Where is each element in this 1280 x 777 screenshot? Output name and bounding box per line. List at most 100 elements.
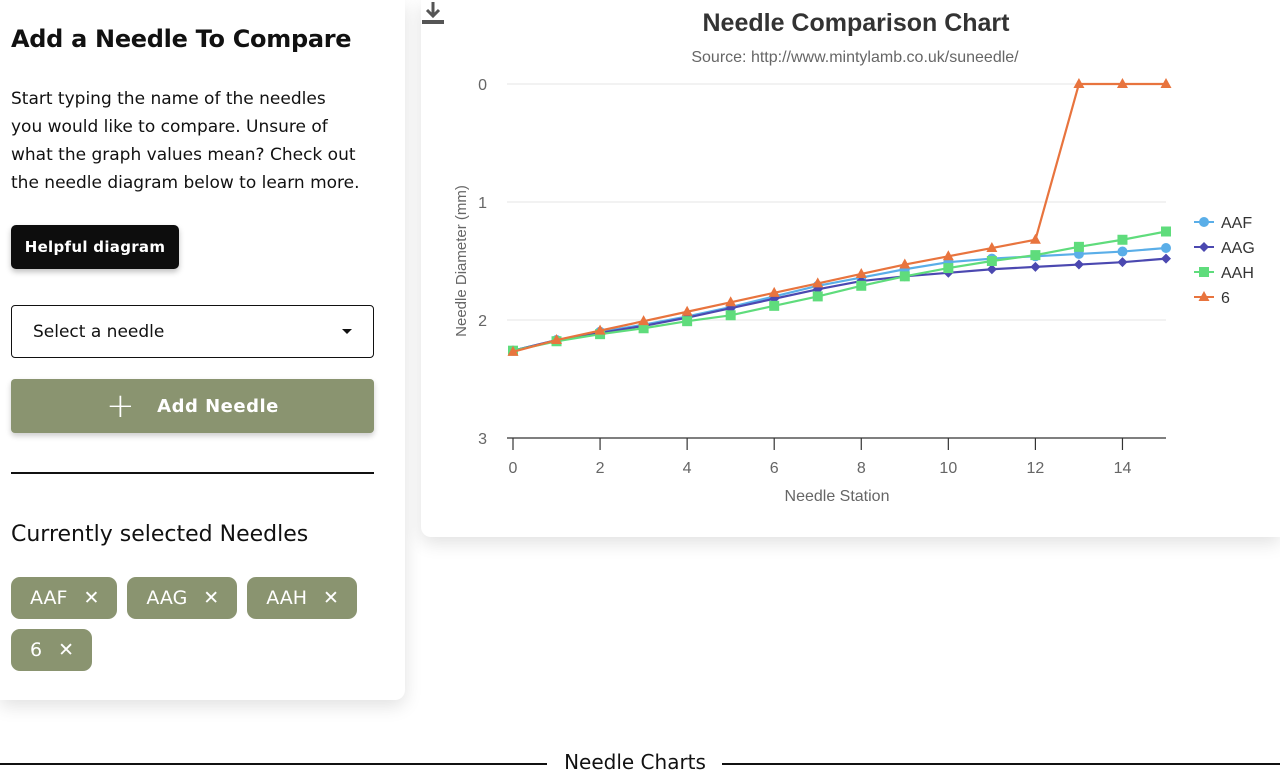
- y-tick-label: 3: [478, 431, 487, 448]
- data-point: [1030, 261, 1041, 272]
- download-icon[interactable]: [421, 0, 445, 26]
- series-AAH: [508, 226, 1171, 356]
- data-point: [1117, 257, 1128, 268]
- series-line: [512, 230, 1167, 352]
- legend-label: AAH: [1221, 265, 1254, 282]
- data-point: [681, 305, 693, 316]
- data-point: [725, 296, 737, 307]
- x-tick-label: 4: [683, 460, 692, 477]
- series-line: [512, 257, 1167, 352]
- selected-needles-title: Currently selected Needles: [11, 522, 309, 547]
- chart-card: Needle Comparison Chart Source: http://w…: [421, 0, 1280, 537]
- legend-marker: [1199, 242, 1209, 252]
- needle-chip: AAH ✕: [247, 577, 357, 619]
- data-point: [1117, 234, 1128, 245]
- data-point: [594, 324, 606, 335]
- data-point: [1073, 259, 1084, 270]
- data-point: [638, 315, 650, 326]
- needle-chip-label: AAG: [146, 587, 188, 609]
- legend-item: AAH: [1194, 265, 1254, 282]
- close-icon[interactable]: ✕: [83, 587, 100, 609]
- legend-marker: [1199, 217, 1209, 227]
- needle-chip: 6 ✕: [11, 629, 93, 671]
- needle-chip-label: AAH: [266, 587, 308, 609]
- needle-select-value: Select a needle: [33, 321, 165, 342]
- data-point: [942, 250, 954, 261]
- close-icon[interactable]: ✕: [203, 587, 220, 609]
- x-tick-label: 12: [1027, 460, 1045, 477]
- data-point: [682, 316, 693, 327]
- selected-needles-list: AAF ✕ AAG ✕ AAH ✕ 6 ✕: [11, 577, 391, 671]
- needle-charts-heading: Needle Charts: [564, 750, 706, 774]
- needle-chip-label: AAF: [30, 587, 68, 609]
- data-point: [638, 323, 649, 334]
- add-needle-label: Add Needle: [157, 395, 279, 417]
- caret-down-icon: [342, 329, 352, 334]
- legend-label: AAF: [1221, 215, 1252, 232]
- data-point: [1030, 250, 1041, 261]
- y-tick-label: 2: [478, 313, 487, 330]
- legend-item: AAF: [1194, 215, 1252, 232]
- data-point: [1117, 246, 1128, 257]
- needle-chip: AAG ✕: [127, 577, 238, 619]
- series-line: [512, 246, 1167, 352]
- x-tick-label: 2: [596, 460, 605, 477]
- data-point: [1160, 78, 1172, 88]
- x-tick-label: 10: [939, 460, 957, 477]
- x-tick-label: 0: [509, 460, 518, 477]
- series-6: [507, 78, 1172, 356]
- data-point: [1073, 241, 1084, 252]
- needle-chip: AAF ✕: [11, 577, 118, 619]
- series-AAF: [508, 243, 1171, 356]
- x-axis-label: Needle Station: [785, 488, 890, 505]
- footer-divider-right: [722, 763, 1280, 765]
- legend-marker: [1199, 267, 1209, 277]
- add-needle-panel: Add a Needle To Compare Start typing the…: [0, 0, 405, 700]
- legend-item: 6: [1194, 290, 1230, 307]
- data-point: [1073, 78, 1085, 88]
- data-point: [1116, 78, 1128, 88]
- legend-marker: [1198, 291, 1210, 301]
- y-tick-label: 1: [478, 195, 487, 212]
- needle-select[interactable]: Select a needle: [11, 305, 374, 358]
- data-point: [1161, 253, 1171, 264]
- data-point: [507, 345, 519, 356]
- x-tick-label: 8: [857, 460, 866, 477]
- needle-chip-label: 6: [30, 639, 43, 661]
- helpful-diagram-button[interactable]: Helpful diagram: [11, 225, 179, 269]
- plus-icon: +: [106, 386, 136, 426]
- data-point: [855, 267, 867, 278]
- series-AAG: [508, 253, 1171, 356]
- data-point: [856, 280, 867, 291]
- needle-comparison-chart: Needle Comparison Chart Source: http://w…: [453, 9, 1255, 505]
- data-point: [943, 263, 954, 274]
- y-axis-label: Needle Diameter (mm): [453, 185, 470, 337]
- data-point: [986, 256, 997, 266]
- data-point: [986, 264, 997, 275]
- data-point: [812, 291, 823, 302]
- footer-divider-left: [0, 763, 547, 765]
- data-point: [725, 310, 736, 321]
- data-point: [1161, 226, 1171, 237]
- series-line: [512, 82, 1166, 353]
- legend-item: AAG: [1194, 240, 1255, 257]
- data-point: [769, 300, 780, 311]
- chart-subtitle: Source: http://www.mintylamb.co.uk/sunee…: [691, 49, 1019, 66]
- close-icon[interactable]: ✕: [323, 587, 339, 609]
- data-point: [899, 271, 910, 282]
- data-point: [899, 258, 911, 269]
- chart-title: Needle Comparison Chart: [702, 9, 1010, 37]
- x-tick-label: 6: [770, 460, 779, 477]
- data-point: [1161, 243, 1171, 254]
- data-point: [986, 242, 998, 253]
- data-point: [768, 286, 780, 297]
- legend-label: AAG: [1221, 240, 1255, 257]
- panel-description: Start typing the name of the needles you…: [11, 89, 360, 193]
- divider: [11, 472, 374, 474]
- add-needle-button[interactable]: + Add Needle: [11, 379, 374, 433]
- data-point: [1029, 233, 1041, 244]
- y-tick-label: 0: [478, 77, 487, 94]
- legend-label: 6: [1221, 290, 1230, 307]
- close-icon[interactable]: ✕: [58, 639, 75, 661]
- data-point: [812, 277, 824, 288]
